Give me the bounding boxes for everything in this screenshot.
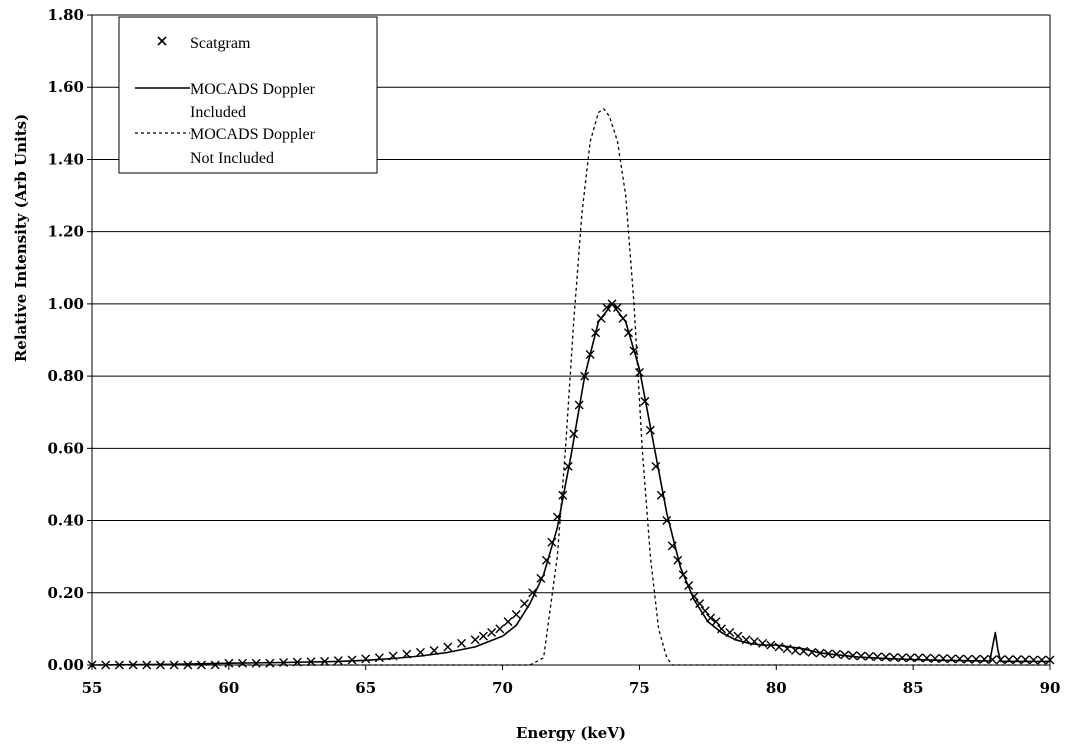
legend-marker-x — [157, 36, 167, 46]
scatgram-point-98 — [955, 654, 965, 664]
scatgram-point-76 — [774, 642, 784, 652]
scatgram-point-61 — [673, 555, 683, 565]
scatgram-point-97 — [946, 654, 956, 664]
y-tick-label-4: 0.80 — [47, 367, 84, 385]
scatgram-point-34 — [519, 599, 529, 609]
y-axis-ticks: 0.00 0.20 0.40 0.60 0.80 1.00 1.20 1.40 1.60 1.80 — [47, 6, 92, 674]
y-axis-title: Relative Intensity (Arb Units) — [12, 114, 30, 362]
scatgram-point-65 — [695, 599, 705, 609]
scatgram-point-99 — [963, 654, 973, 664]
scatgram-point-20 — [361, 654, 371, 664]
scatgram-point-9 — [210, 660, 220, 670]
scatgram-point-31 — [495, 624, 505, 634]
series-mocads_doppler — [91, 303, 1050, 666]
legend-item-scatgram: Scatgram — [157, 35, 251, 52]
legend-item-mocads-no-doppler: MOCADS Doppler Not Included — [135, 126, 316, 167]
scatgram-point-48 — [602, 303, 612, 312]
x-tick-label-0: 55 — [82, 679, 103, 697]
x-tick-label-1: 60 — [218, 679, 239, 697]
scatgram-point-35 — [528, 588, 538, 598]
legend: Scatgram MOCADS Doppler Included MOCADS … — [118, 16, 378, 174]
scatgram-point-104 — [1004, 655, 1014, 665]
legend-box — [118, 16, 378, 174]
scatgram-point-21 — [374, 653, 384, 663]
y-tick-label-2: 0.40 — [47, 512, 84, 530]
x-axis-title: Energy (keV) — [516, 724, 626, 742]
y-tick-label-5: 1.00 — [47, 295, 84, 313]
legend-item-mocads-doppler: MOCADS Doppler Included — [135, 81, 316, 121]
scatgram-point-100 — [971, 654, 981, 664]
x-tick-label-4: 75 — [629, 679, 650, 697]
scatgram-point-19 — [347, 655, 357, 665]
x-tick-label-2: 65 — [355, 679, 376, 697]
y-tick-label-9: 1.80 — [47, 6, 84, 24]
scatgram-point-74 — [758, 638, 768, 648]
x-tick-label-3: 70 — [492, 679, 513, 697]
legend-x-glyph — [157, 36, 167, 46]
x-axis-ticks: 55 60 65 70 75 80 85 90 — [82, 665, 1061, 697]
legend-label-mocads-no-doppler-line2: Not Included — [190, 150, 274, 167]
y-tick-label-0: 0.00 — [47, 656, 84, 674]
scatgram-point-32 — [503, 617, 513, 627]
series-layer — [87, 108, 1055, 670]
y-tick-label-3: 0.60 — [47, 439, 84, 457]
scatgram-point-29 — [478, 631, 488, 641]
scatgram-point-86 — [856, 651, 866, 661]
scatgram-point-28 — [470, 635, 480, 645]
scatgram-point-105 — [1012, 655, 1022, 665]
scatgram-point-71 — [733, 631, 743, 641]
plot-area-frame — [91, 14, 1051, 666]
scatgram-point-108 — [1037, 655, 1047, 665]
scatgram-point-30 — [487, 628, 497, 637]
series-line-mocads_doppler — [91, 303, 1050, 666]
legend-label-scatgram: Scatgram — [190, 35, 251, 52]
x-tick-label-6: 85 — [903, 679, 924, 697]
legend-label-mocads-doppler-line2: Included — [190, 104, 246, 121]
scatgram-point-107 — [1029, 655, 1039, 665]
scatgram-point-95 — [930, 654, 940, 663]
y-tick-label-1: 0.20 — [47, 584, 84, 602]
y-tick-label-7: 1.40 — [47, 150, 84, 168]
legend-label-mocads-no-doppler-line1: MOCADS Doppler — [190, 126, 316, 143]
y-tick-label-6: 1.20 — [47, 223, 84, 241]
x-tick-label-7: 90 — [1040, 679, 1061, 697]
scatgram-point-89 — [881, 652, 891, 662]
y-tick-label-8: 1.60 — [47, 78, 84, 96]
scatgram-point-42 — [569, 429, 579, 439]
scatgram-point-50 — [613, 303, 623, 312]
scatgram-point-88 — [873, 652, 883, 662]
scatgram-point-26 — [443, 642, 453, 652]
scatgram-point-68 — [711, 617, 721, 627]
scatgram-point-101 — [979, 654, 989, 664]
scatgram-point-90 — [889, 652, 899, 662]
scatgram-point-87 — [864, 651, 874, 661]
scatgram-point-85 — [848, 651, 858, 661]
scatgram-point-92 — [905, 653, 915, 663]
scatgram-point-109 — [1045, 655, 1055, 665]
legend-label-mocads-doppler-line1: MOCADS Doppler — [190, 81, 316, 98]
scatgram-point-33 — [511, 609, 521, 619]
scatgram-point-91 — [897, 653, 907, 663]
x-tick-label-5: 80 — [766, 679, 787, 697]
scatgram-point-27 — [457, 638, 467, 648]
scatgram-point-106 — [1020, 655, 1030, 665]
scatgram-point-7 — [183, 660, 193, 670]
scatgram-point-69 — [717, 624, 727, 634]
